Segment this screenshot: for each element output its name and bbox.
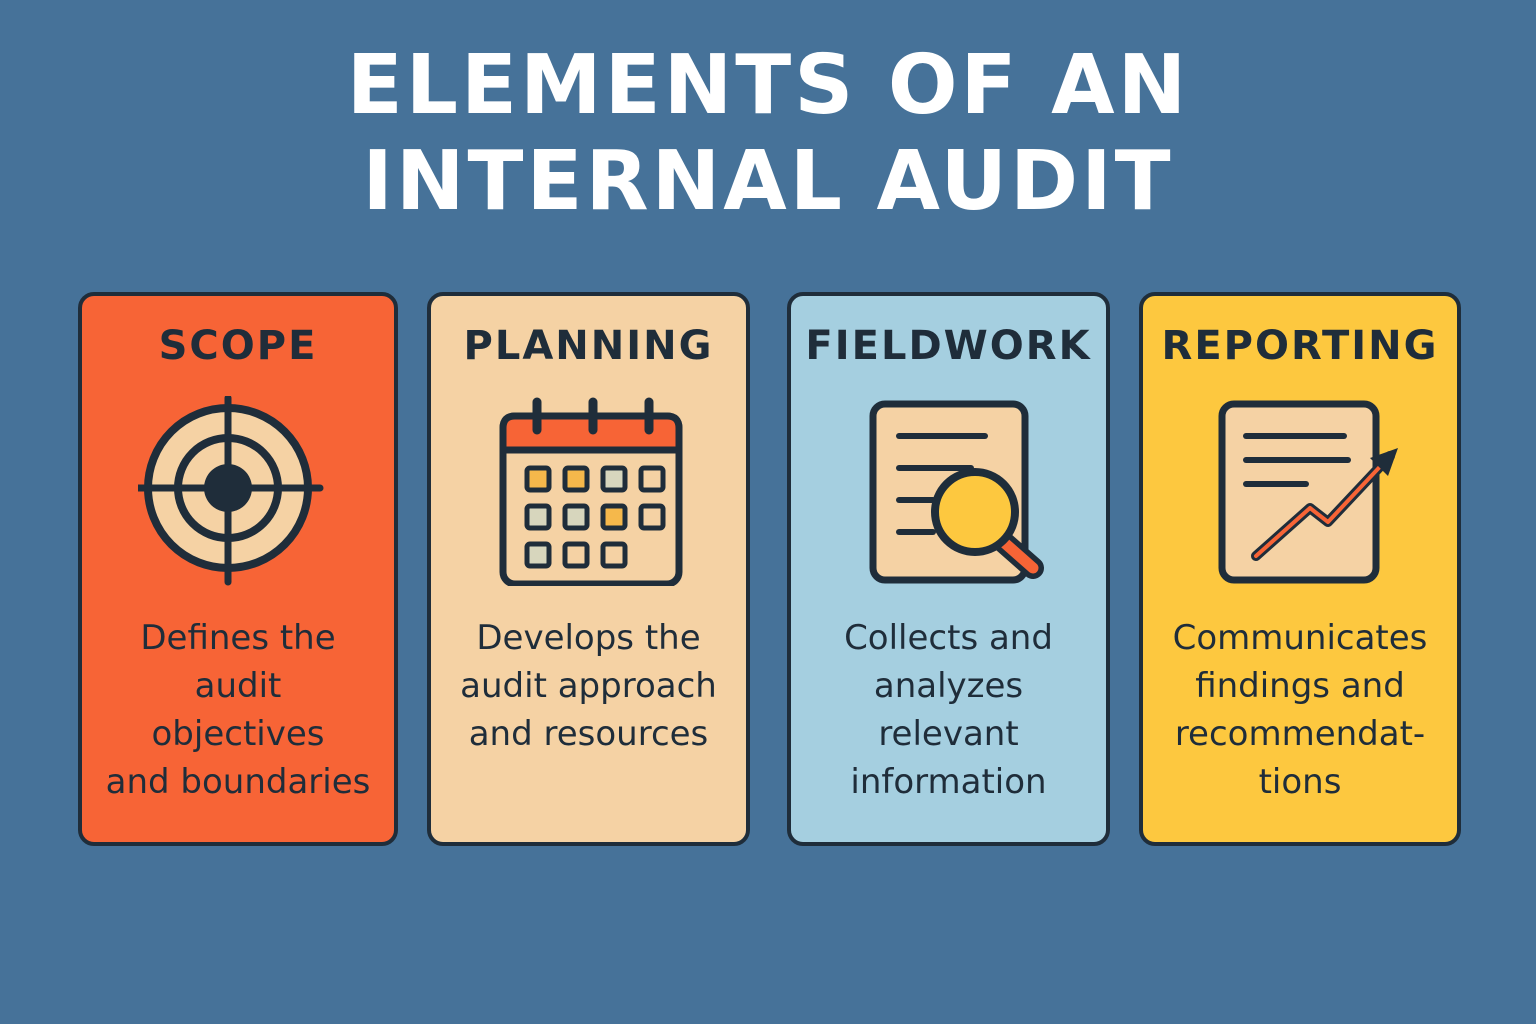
document-magnifier-icon — [869, 400, 1044, 584]
card-description-reporting: Communicates findings and recommendat- t… — [1172, 618, 1428, 802]
card-description-planning: Develops the audit approach and resource… — [460, 618, 717, 754]
calendar-icon — [499, 397, 682, 586]
target-icon — [138, 396, 324, 586]
card-planning: PLANNING Develops the audit approach and… — [427, 292, 750, 846]
card-fieldwork: FIELDWORK Collects and analyzes relevant… — [787, 292, 1110, 846]
card-reporting: REPORTING Communicates findings and reco… — [1139, 292, 1461, 846]
card-description-fieldwork: Collects and analyzes relevant informati… — [844, 618, 1053, 802]
card-scope: SCOPE Defines the audit objectives and b… — [78, 292, 398, 846]
title-line-2: INTERNAL AUDIT — [362, 134, 1174, 229]
page-title: ELEMENTS OF AN INTERNAL AUDIT — [0, 38, 1536, 230]
card-description-scope: Defines the audit objectives and boundar… — [105, 618, 371, 802]
card-title-scope: SCOPE — [158, 323, 318, 369]
title-line-1: ELEMENTS OF AN — [346, 38, 1190, 133]
card-title-fieldwork: FIELDWORK — [805, 323, 1092, 369]
report-growth-icon — [1218, 400, 1398, 584]
card-title-reporting: REPORTING — [1161, 323, 1439, 369]
card-title-planning: PLANNING — [463, 323, 714, 369]
